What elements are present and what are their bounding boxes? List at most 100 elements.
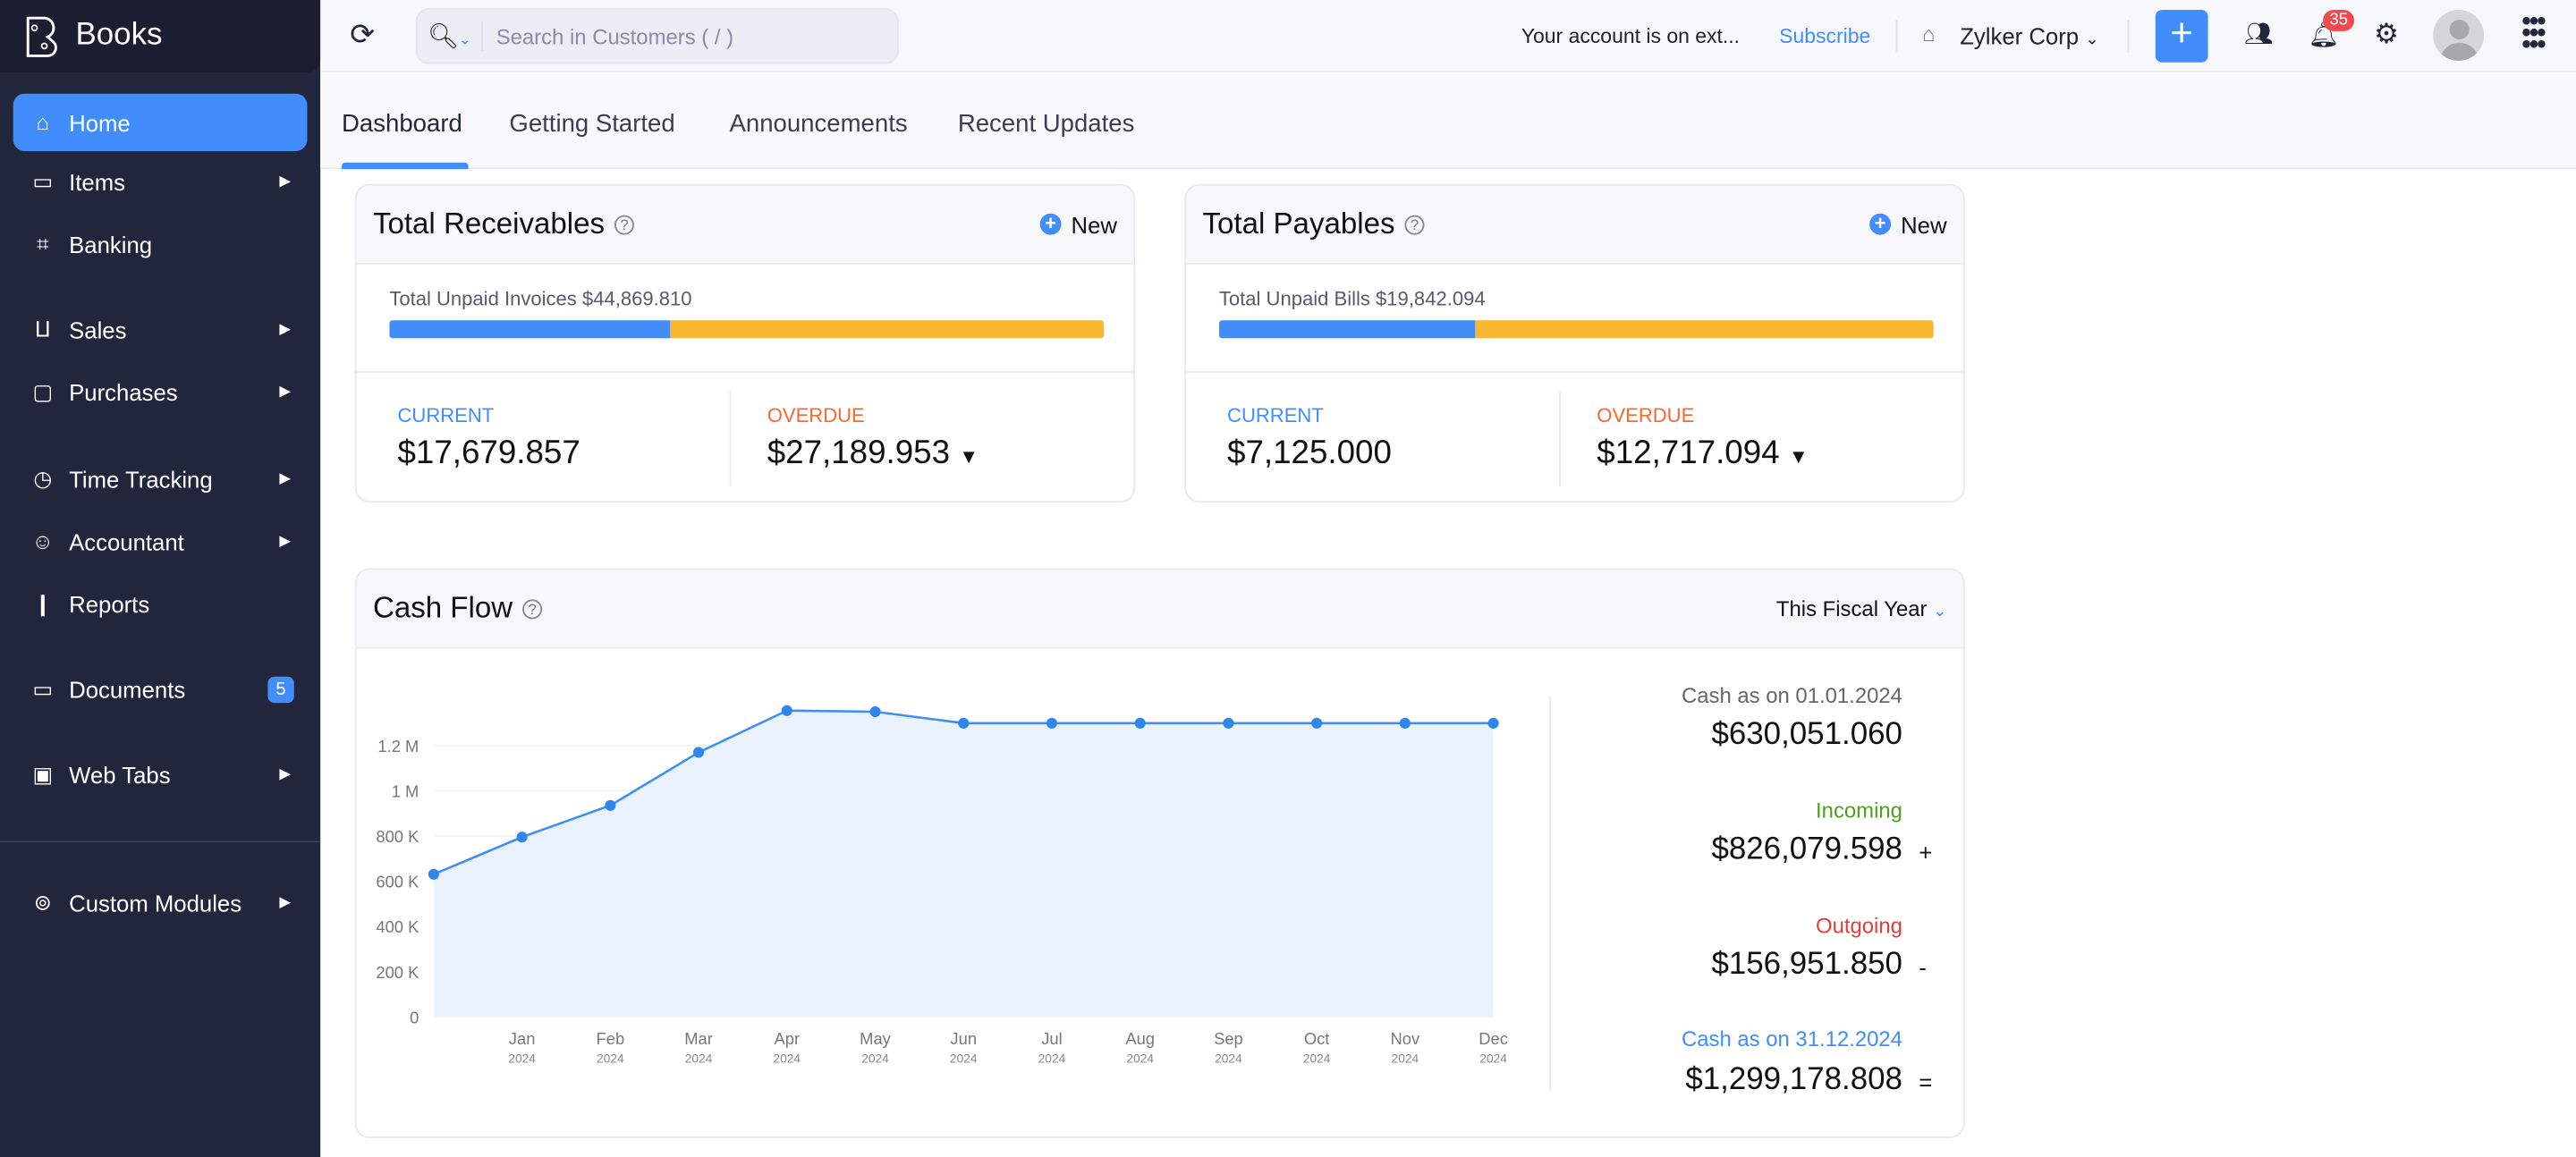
bar-chart-icon: ❙ (33, 590, 52, 615)
unpaid-progress-bar (1218, 320, 1934, 339)
notification-badge: 35 (2323, 10, 2355, 31)
data-point[interactable] (516, 832, 528, 843)
x-tick-year: 2024 (508, 1051, 536, 1065)
current-segment (1218, 320, 1476, 339)
x-tick-year: 2024 (1479, 1051, 1507, 1065)
sidebar-item-reports[interactable]: ❙ Reports (13, 575, 308, 632)
users-icon[interactable]: 👥︎ (2243, 20, 2274, 46)
data-point[interactable] (958, 717, 970, 729)
sidebar-item-accountant[interactable]: ☺ Accountant ▶ (13, 512, 308, 570)
sidebar-item-purchases[interactable]: ▢ Purchases ▶ (13, 363, 308, 420)
sidebar-item-label: Web Tabs (69, 761, 171, 788)
chevron-right-icon: ▶ (279, 320, 292, 337)
y-tick-label: 1 M (392, 782, 419, 801)
new-button[interactable]: + New (1869, 211, 1947, 237)
sidebar-item-label: Banking (69, 231, 153, 258)
tab-recent-updates[interactable]: Recent Updates (957, 110, 1135, 139)
chevron-right-icon: ▶ (279, 532, 292, 549)
data-point[interactable] (1046, 717, 1058, 729)
data-point[interactable] (693, 747, 705, 758)
org-name: Zylker Corp (1960, 22, 2080, 50)
overdue-amount[interactable]: $12,717.094 ▼ (1597, 435, 1808, 473)
x-tick-label: Oct (1304, 1029, 1330, 1048)
tab-dashboard[interactable]: Dashboard (342, 110, 462, 139)
opening-amount: $630,051.060 (1711, 717, 1902, 753)
tab-announcements[interactable]: Announcements (729, 110, 908, 139)
x-tick-year: 2024 (1392, 1051, 1419, 1065)
sidebar-item-custom-modules[interactable]: ⊚ Custom Modules ▶ (13, 874, 308, 931)
search-box[interactable]: 🔍︎⌄ Search in Customers ( / ) (415, 8, 899, 64)
outgoing-amount: $156,951.850 (1711, 947, 1902, 983)
data-point[interactable] (1223, 717, 1234, 729)
current-amount[interactable]: $17,679.857 (397, 435, 580, 472)
data-point[interactable] (428, 868, 439, 880)
search-input[interactable]: Search in Customers ( / ) (496, 23, 734, 49)
sidebar-item-banking[interactable]: ⌗ Banking (13, 215, 308, 273)
divider (356, 371, 1134, 373)
new-label: New (1071, 211, 1117, 238)
data-point[interactable] (1134, 717, 1146, 729)
tab-getting-started[interactable]: Getting Started (509, 110, 675, 139)
stopwatch-icon: ◷ (33, 465, 53, 491)
x-tick-label: Sep (1214, 1029, 1243, 1048)
user-icon: ☺ (31, 528, 54, 553)
caret-down-icon: ▼ (959, 444, 979, 469)
active-tab-indicator (342, 162, 469, 170)
dots-circle-icon: ⊚ (33, 889, 52, 915)
chevron-right-icon: ▶ (279, 764, 292, 782)
caret-down-icon: ▼ (1788, 444, 1809, 469)
equals-sign: = (1919, 1068, 1933, 1096)
help-icon[interactable]: ? (522, 598, 543, 619)
unpaid-progress-bar (389, 320, 1105, 339)
data-point[interactable] (869, 705, 881, 718)
data-point[interactable] (1399, 717, 1411, 729)
app-name: Books (75, 18, 163, 53)
overdue-value: $12,717.094 (1597, 435, 1780, 472)
y-tick-label: 800 K (376, 827, 419, 846)
y-tick-label: 1.2 M (377, 737, 419, 756)
org-switcher[interactable]: Zylker Corp ⌄ (1960, 23, 2098, 49)
current-amount[interactable]: $7,125.000 (1227, 435, 1392, 472)
y-tick-label: 200 K (376, 963, 419, 982)
data-point[interactable] (1311, 717, 1323, 729)
data-point[interactable] (605, 799, 616, 811)
top-bar: ⟳ 🔍︎⌄ Search in Customers ( / ) Your acc… (320, 0, 2576, 72)
avatar[interactable] (2433, 10, 2485, 61)
overdue-amount[interactable]: $27,189.953 ▼ (767, 435, 979, 473)
sidebar-item-time-tracking[interactable]: ◷ Time Tracking ▶ (13, 450, 308, 507)
quick-create-button[interactable]: + (2155, 10, 2208, 63)
search-icon[interactable]: 🔍︎⌄ (418, 21, 483, 51)
new-button[interactable]: + New (1039, 211, 1117, 238)
area-fill (433, 710, 1494, 1017)
help-icon[interactable]: ? (614, 214, 635, 234)
sidebar-item-label: Time Tracking (69, 465, 213, 493)
incoming-label: Incoming (1816, 798, 1902, 823)
sidebar-item-web-tabs[interactable]: ▣ Web Tabs ▶ (13, 746, 308, 803)
recent-history-icon[interactable]: ⟳ (350, 18, 375, 51)
period-dropdown[interactable]: This Fiscal Year ⌄ (1776, 596, 1947, 621)
x-tick-label: Nov (1391, 1029, 1420, 1048)
divider (1186, 371, 1963, 373)
gear-icon[interactable]: ⚙ (2374, 18, 2400, 50)
sidebar-item-home[interactable]: ⌂ Home (13, 93, 308, 151)
x-tick-year: 2024 (597, 1051, 624, 1065)
sidebar-item-documents[interactable]: ▭ Documents 5 (13, 660, 308, 717)
divider (1549, 696, 1551, 1091)
subscribe-link[interactable]: Subscribe (1779, 24, 1871, 48)
data-point[interactable] (781, 705, 792, 716)
home-icon: ⌂ (36, 110, 49, 135)
card-title: Total Receivables (372, 207, 606, 241)
sidebar-item-label: Custom Modules (69, 889, 242, 916)
app-logo[interactable]: Books (0, 0, 321, 72)
overdue-value: $27,189.953 (767, 435, 951, 472)
sidebar-item-sales[interactable]: ⨿ Sales ▶ (13, 300, 308, 358)
data-point[interactable] (1487, 717, 1499, 729)
payables-card: Total Payables? + New Total Unpaid Bills … (1184, 183, 1965, 503)
x-tick-label: Mar (684, 1029, 713, 1048)
x-tick-label: Jan (509, 1029, 536, 1048)
sidebar-item-items[interactable]: ▭ Items ▶ (13, 153, 308, 210)
x-tick-label: Feb (597, 1029, 625, 1048)
unpaid-total: Total Unpaid Invoices $44,869.810 (389, 287, 692, 311)
overdue-segment (671, 320, 1105, 339)
help-icon[interactable]: ? (1404, 214, 1425, 234)
